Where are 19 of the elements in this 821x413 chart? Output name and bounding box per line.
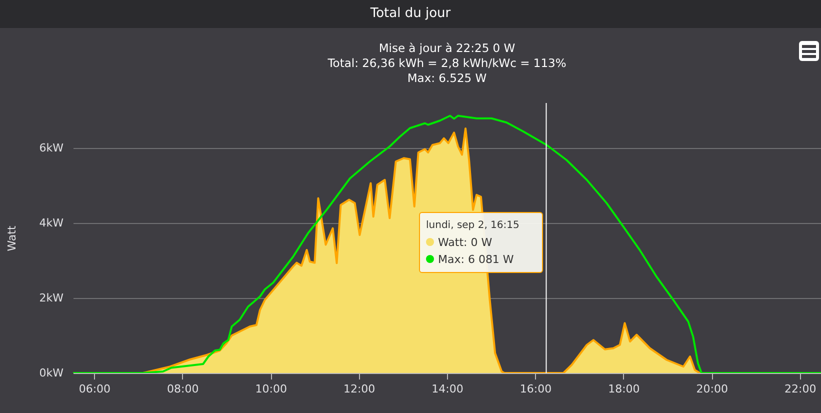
x-tick-label: 18:00 <box>608 382 640 396</box>
chart-subtitle: Mise à jour à 22:25 0 W Total: 26,36 kWh = 2,8 kWh/kWc = 113% Max: 6.525 W <box>326 41 568 86</box>
x-tick-label: 06:00 <box>78 382 111 396</box>
y-tick-label: 0kW <box>39 366 64 380</box>
y-tick-label: 4kW <box>39 216 64 230</box>
annotation: lundi, sep 2, 16:15 <box>426 219 520 233</box>
annotation: Max: 6 081 W <box>437 252 515 268</box>
x-tick-label: 10:00 <box>255 382 287 396</box>
y-tick-label: 6kW <box>39 142 64 154</box>
y-axis-title: Watt <box>5 225 18 252</box>
x-tick-label: 14:00 <box>432 382 464 396</box>
x-tick-label: 12:00 <box>343 382 376 396</box>
chart-title: Total du jour <box>0 0 821 29</box>
y-tick-label: 2kW <box>39 292 64 304</box>
x-tick-label: 16:00 <box>520 382 552 396</box>
x-tick-label: 22:00 <box>784 382 816 396</box>
x-tick-label: 20:00 <box>696 382 728 396</box>
x-tick-label: 08:00 <box>167 382 199 396</box>
annotation: Watt: 0 W <box>437 235 494 251</box>
